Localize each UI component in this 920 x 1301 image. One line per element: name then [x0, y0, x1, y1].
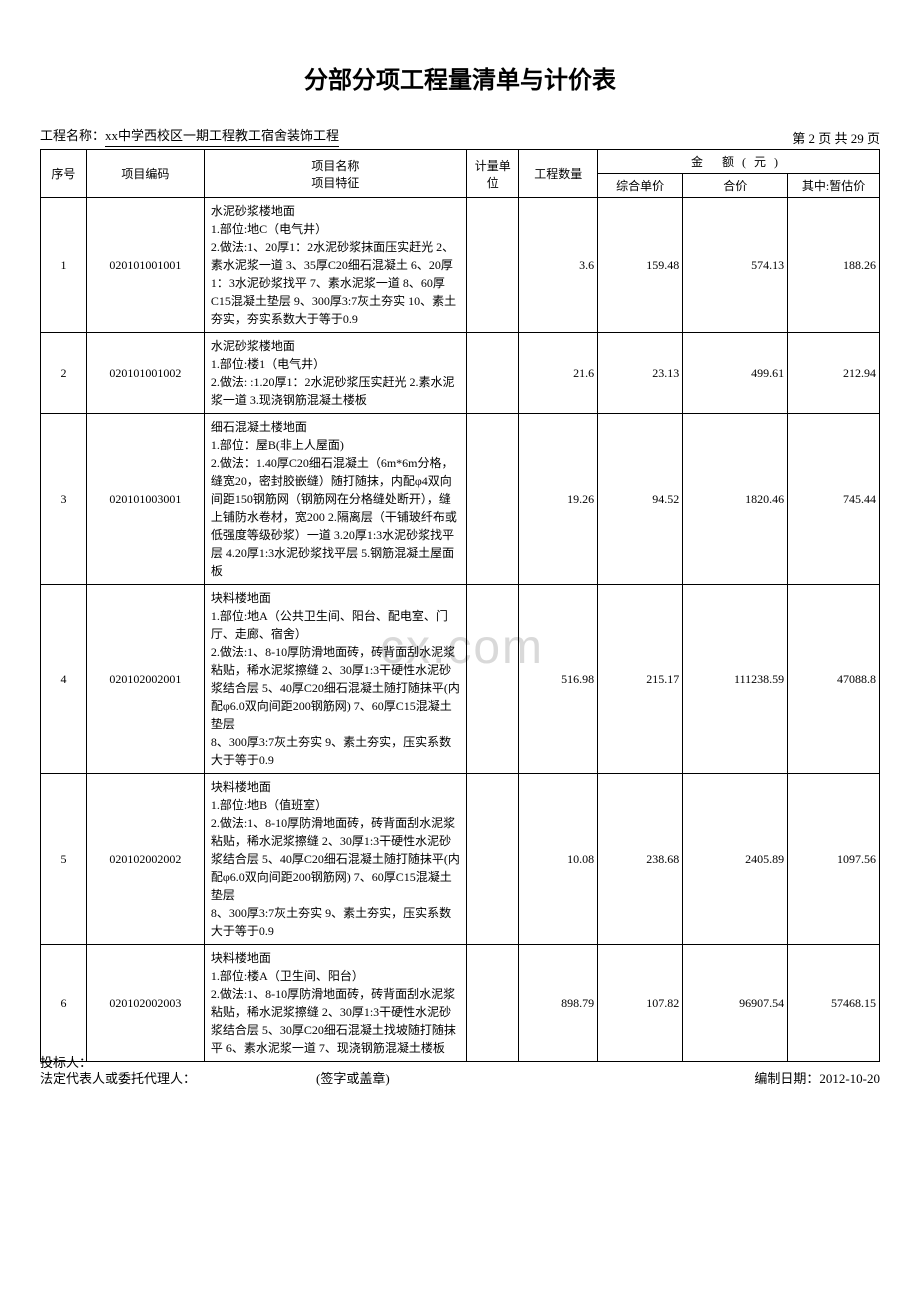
table-row: 5020102002002块料楼地面1.部位:地B（值班室）2.做法:1、8-1… [41, 774, 880, 945]
project-info: 工程名称：xx中学西校区一期工程教工宿舍装饰工程 [40, 125, 339, 147]
cell-desc: 块料楼地面1.部位:楼A（卫生间、阳台）2.做法:1、8-10厚防滑地面砖，砖背… [204, 945, 466, 1062]
th-code: 项目编码 [86, 150, 204, 198]
th-unit-price: 综合单价 [598, 174, 683, 198]
cell-estimate: 47088.8 [788, 585, 880, 774]
cell-qty: 898.79 [519, 945, 598, 1062]
cell-qty: 516.98 [519, 585, 598, 774]
cell-unit-price: 238.68 [598, 774, 683, 945]
cell-code: 020102002001 [86, 585, 204, 774]
th-name: 项目名称 [209, 157, 462, 174]
page-info: 第 2 页 共 29 页 [792, 128, 880, 147]
cell-estimate: 188.26 [788, 198, 880, 333]
cell-unit [467, 333, 519, 414]
th-feature: 项目特征 [209, 174, 462, 191]
cell-desc: 块料楼地面1.部位:地B（值班室）2.做法:1、8-10厚防滑地面砖，砖背面刮水… [204, 774, 466, 945]
th-estimate: 其中:暂估价 [788, 174, 880, 198]
footer-left: 法定代表人或委托代理人： (签字或盖章) [40, 1068, 390, 1087]
cell-code: 020102002002 [86, 774, 204, 945]
cell-total: 574.13 [683, 198, 788, 333]
header-row-1: 序号 项目编码 项目名称 项目特征 计量单位 工程数量 金 额(元) [41, 150, 880, 174]
date-value: 2012-10-20 [819, 1071, 880, 1086]
signature-label: (签字或盖章) [316, 1068, 390, 1087]
date-label: 编制日期： [754, 1071, 819, 1086]
cell-desc: 水泥砂浆楼地面1.部位:楼1（电气井）2.做法: :1.20厚1：2水泥砂浆压实… [204, 333, 466, 414]
footer-row: 法定代表人或委托代理人： (签字或盖章) 编制日期：2012-10-20 [40, 1068, 880, 1087]
cell-estimate: 1097.56 [788, 774, 880, 945]
page-title: 分部分项工程量清单与计价表 [40, 60, 880, 95]
cell-seq: 2 [41, 333, 87, 414]
cell-desc: 块料楼地面1.部位:地A（公共卫生间、阳台、配电室、门厅、走廊、宿舍）2.做法:… [204, 585, 466, 774]
cell-qty: 21.6 [519, 333, 598, 414]
cell-unit [467, 585, 519, 774]
cell-estimate: 745.44 [788, 414, 880, 585]
table-row: 2020101001002水泥砂浆楼地面1.部位:楼1（电气井）2.做法: :1… [41, 333, 880, 414]
bill-table: 序号 项目编码 项目名称 项目特征 计量单位 工程数量 金 额(元) 综合单价 … [40, 149, 880, 1062]
cell-total: 96907.54 [683, 945, 788, 1062]
th-total: 合价 [683, 174, 788, 198]
th-seq: 序号 [41, 150, 87, 198]
cell-total: 111238.59 [683, 585, 788, 774]
table-row: 6020102002003块料楼地面1.部位:楼A（卫生间、阳台）2.做法:1、… [41, 945, 880, 1062]
footer-date: 编制日期：2012-10-20 [754, 1068, 880, 1087]
cell-code: 020101001001 [86, 198, 204, 333]
cell-seq: 6 [41, 945, 87, 1062]
table-row: 3020101003001细石混凝土楼地面1.部位：屋B(非上人屋面)2.做法：… [41, 414, 880, 585]
th-unit: 计量单位 [467, 150, 519, 198]
project-label: 工程名称： [40, 128, 105, 143]
header-row: 工程名称：xx中学西校区一期工程教工宿舍装饰工程 第 2 页 共 29 页 [40, 125, 880, 147]
cell-qty: 3.6 [519, 198, 598, 333]
cell-seq: 5 [41, 774, 87, 945]
cell-unit [467, 198, 519, 333]
th-name-feature: 项目名称 项目特征 [204, 150, 466, 198]
cell-unit [467, 945, 519, 1062]
cell-total: 499.61 [683, 333, 788, 414]
cell-code: 020101001002 [86, 333, 204, 414]
cell-desc: 细石混凝土楼地面1.部位：屋B(非上人屋面)2.做法：1.40厚C20细石混凝土… [204, 414, 466, 585]
cell-unit-price: 107.82 [598, 945, 683, 1062]
cell-estimate: 212.94 [788, 333, 880, 414]
project-name: xx中学西校区一期工程教工宿舍装饰工程 [105, 125, 339, 147]
cell-unit-price: 23.13 [598, 333, 683, 414]
table-row: 1020101001001水泥砂浆楼地面1.部位:地C（电气井）2.做法:1、2… [41, 198, 880, 333]
table-row: 4020102002001块料楼地面1.部位:地A（公共卫生间、阳台、配电室、门… [41, 585, 880, 774]
cell-seq: 3 [41, 414, 87, 585]
cell-seq: 1 [41, 198, 87, 333]
th-qty: 工程数量 [519, 150, 598, 198]
cell-desc: 水泥砂浆楼地面1.部位:地C（电气井）2.做法:1、20厚1：2水泥砂浆抹面压实… [204, 198, 466, 333]
cell-unit-price: 215.17 [598, 585, 683, 774]
bidder-label: 投标人： [40, 1052, 92, 1071]
th-amount: 金 额(元) [598, 150, 880, 174]
cell-seq: 4 [41, 585, 87, 774]
cell-unit [467, 414, 519, 585]
cell-qty: 10.08 [519, 774, 598, 945]
cell-total: 2405.89 [683, 774, 788, 945]
cell-code: 020101003001 [86, 414, 204, 585]
cell-unit-price: 94.52 [598, 414, 683, 585]
cell-unit [467, 774, 519, 945]
cell-estimate: 57468.15 [788, 945, 880, 1062]
cell-qty: 19.26 [519, 414, 598, 585]
cell-unit-price: 159.48 [598, 198, 683, 333]
cell-code: 020102002003 [86, 945, 204, 1062]
cell-total: 1820.46 [683, 414, 788, 585]
